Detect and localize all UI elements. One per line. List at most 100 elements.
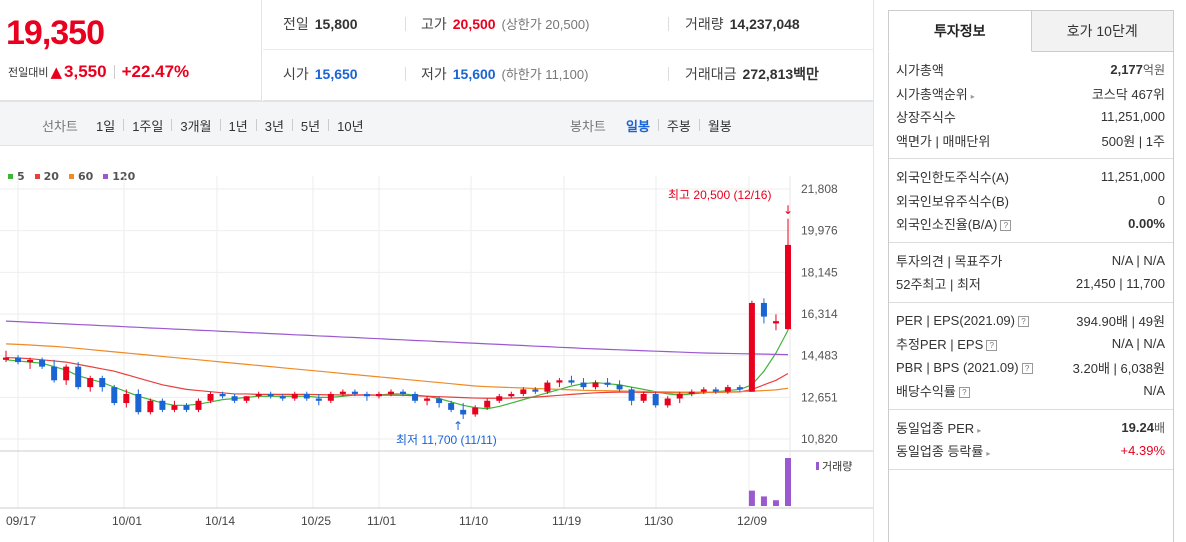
change-amount: 3,550 [64, 62, 107, 81]
info-row: 상장주식수 11,251,000 [889, 105, 1173, 129]
candle [339, 391, 346, 394]
volume-bar [785, 458, 791, 506]
candle [544, 382, 551, 392]
candle [568, 380, 575, 383]
candle-option[interactable]: 주봉 [666, 119, 691, 134]
candle [556, 380, 563, 383]
candle [3, 357, 9, 360]
candle [748, 302, 755, 392]
candle [123, 393, 130, 404]
ma-line-60 [5, 343, 789, 393]
info-label: 동일업종 등락률 ▸ [896, 444, 991, 460]
info-group: PER | EPS(2021.09)? 394.90배 | 49원 추정PER | … [889, 303, 1173, 410]
candle-option[interactable]: 일봉 [626, 119, 650, 134]
period-option[interactable]: 3개월 [180, 119, 212, 134]
candle [640, 393, 647, 401]
price-change-row: 전일대비 ▲ 3,550 +22.47% [8, 62, 189, 82]
candle [387, 391, 394, 394]
candle [712, 389, 719, 392]
info-value: 500원 | 1주 [1101, 133, 1165, 149]
prev-close: 전일 15,800 [283, 14, 358, 34]
low-annotation: 최저 11,700 (11/11) [396, 433, 497, 447]
divider [698, 119, 700, 131]
candle [303, 393, 310, 399]
info-row: 동일업종 등락률 ▸ +4.39% [889, 439, 1173, 463]
candle [219, 393, 226, 397]
candle [231, 396, 238, 401]
info-row: 배당수익률? N/A [889, 379, 1173, 403]
candle-option[interactable]: 월봉 [707, 119, 732, 134]
candle [484, 400, 491, 408]
info-label: PBR | BPS (2021.09)? [896, 360, 1033, 375]
candle [63, 366, 70, 381]
candle [291, 393, 298, 399]
help-icon[interactable]: ? [1021, 362, 1033, 374]
candle [315, 398, 322, 401]
divider [405, 67, 406, 81]
period-option[interactable]: 5년 [300, 119, 321, 134]
help-icon[interactable]: ? [1018, 315, 1029, 327]
tab-order-book[interactable]: 호가 10단계 [1031, 10, 1174, 52]
info-row: PBR | BPS (2021.09)? 3.20배 | 6,038원 [889, 356, 1173, 380]
candle [159, 400, 166, 410]
divider [328, 119, 330, 131]
chart-canvas: 21,808 19,976 18,145 16,314 14,483 12,651 10,8… [0, 176, 873, 528]
info-value: 0.00% [1128, 216, 1165, 232]
caret-right-icon[interactable]: ▸ [977, 425, 982, 435]
period-option[interactable]: 10년 [337, 119, 364, 134]
info-label: 투자의견 | 목표주가 [896, 253, 1003, 269]
candle [135, 393, 142, 413]
help-icon[interactable]: ? [958, 387, 970, 399]
candle [27, 359, 34, 363]
candle [616, 384, 623, 390]
candle [87, 378, 94, 388]
y-tick-label: 18,145 [801, 265, 838, 279]
help-icon[interactable]: ? [1000, 220, 1012, 232]
divider [657, 119, 659, 131]
info-value: 0 [1157, 192, 1165, 208]
ma-line-20 [5, 356, 789, 399]
info-group: 외국인한도주식수(A) 11,251,000 외국인보유주식수(B) 0 외국인소진율(… [889, 159, 1173, 243]
period-option[interactable]: 3년 [264, 119, 284, 134]
legend-label: 5 [17, 170, 25, 183]
candle [508, 393, 515, 397]
candle [592, 382, 599, 388]
change-rate: +22.47% [121, 62, 190, 81]
info-row: 외국인한도주식수(A) 11,251,000 [889, 165, 1173, 189]
info-value: 394.90배 | 49원 [1076, 313, 1165, 329]
candle [351, 391, 358, 394]
caret-right-icon[interactable]: ▸ [970, 91, 975, 101]
candle [472, 407, 479, 415]
help-icon[interactable]: ? [986, 340, 998, 352]
info-row: PER | EPS(2021.09)? 394.90배 | 49원 [889, 309, 1173, 333]
info-group: 시가총액 2,177억원 시가총액순위 ▸ 코스닥 467위 상장주식수 11,251,00… [889, 52, 1173, 159]
current-price: 19,350 [6, 14, 105, 52]
caret-right-icon[interactable]: ▸ [986, 449, 991, 459]
candle [267, 393, 274, 397]
info-label: 외국인한도주식수(A) [896, 170, 1010, 186]
period-option[interactable]: 1주일 [132, 119, 164, 134]
info-label: 액면가 | 매매단위 [896, 133, 991, 149]
tab-investment-info[interactable]: 투자정보 [888, 10, 1032, 52]
divider [113, 65, 115, 79]
change-label: 전일대비 [8, 66, 49, 79]
low-price: 저가 15,600 (하한가 11,100) [421, 64, 588, 84]
info-value: N/A [1143, 383, 1165, 399]
volume-label: 거래량 [685, 16, 724, 32]
candle [424, 398, 431, 401]
legend-swatch [103, 174, 109, 179]
candle [243, 396, 250, 401]
candle [532, 389, 539, 392]
info-row: 외국인소진율(B/A)? 0.00% [889, 212, 1173, 236]
candle [207, 393, 214, 401]
period-option[interactable]: 1일 [96, 119, 116, 134]
info-group: 투자의견 | 목표주가 N/A | N/A 52주최고 | 최저 21,450 | 1… [889, 243, 1173, 303]
legend-item: 20 [34, 170, 59, 183]
volume-bar [760, 496, 767, 506]
volume-swatch [816, 462, 819, 470]
candle-chart-label: 봉차트 [570, 119, 606, 134]
high-value: 20,500 [452, 16, 496, 32]
volume: 거래량 14,237,048 [685, 14, 800, 34]
period-option[interactable]: 1년 [228, 119, 248, 134]
info-label: 외국인소진율(B/A)? [896, 214, 1012, 233]
